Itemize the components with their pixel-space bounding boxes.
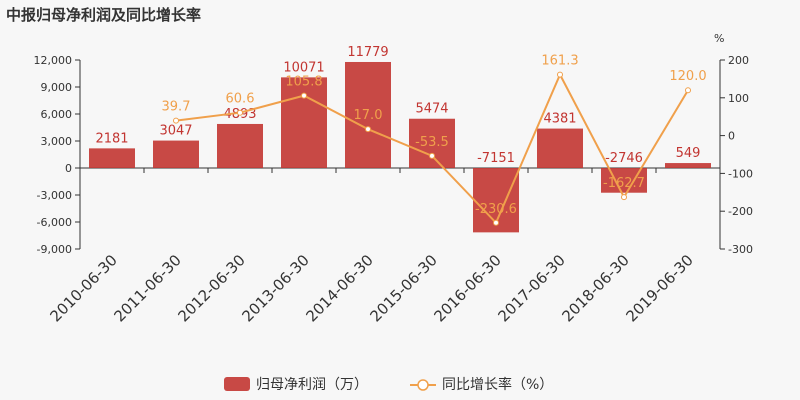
growth-point bbox=[301, 92, 307, 99]
bar bbox=[153, 140, 199, 168]
legend-line-marker bbox=[417, 379, 429, 391]
x-tick-label: 2016-06-30 bbox=[430, 251, 504, 325]
growth-point bbox=[173, 117, 179, 124]
x-tick-label: 2012-06-30 bbox=[174, 251, 248, 325]
bar-label: -2746 bbox=[605, 151, 643, 166]
growth-label: -53.5 bbox=[415, 135, 449, 150]
growth-label: -162.7 bbox=[603, 176, 645, 191]
growth-label: -230.6 bbox=[475, 202, 517, 217]
growth-label: 17.0 bbox=[354, 108, 383, 123]
legend-bar-label: 归母净利润（万） bbox=[256, 376, 368, 393]
bar-label: 2181 bbox=[95, 131, 128, 146]
growth-point bbox=[621, 194, 627, 201]
bar-label: 4381 bbox=[543, 112, 576, 127]
y-left-tick-label: 12,000 bbox=[34, 54, 73, 67]
bar-label: -7151 bbox=[477, 151, 515, 166]
growth-point bbox=[557, 71, 563, 78]
y-left-tick-label: 9,000 bbox=[41, 81, 73, 94]
y-right-tick-label: 100 bbox=[728, 92, 749, 105]
growth-label: 39.7 bbox=[162, 100, 191, 115]
y-right-tick-label: -300 bbox=[728, 243, 753, 256]
bar-label: 11779 bbox=[347, 45, 388, 60]
growth-point bbox=[237, 109, 243, 116]
x-tick-label: 2019-06-30 bbox=[622, 251, 696, 325]
y-left-tick-label: -6,000 bbox=[37, 216, 72, 229]
legend-line-label: 同比增长率（%） bbox=[442, 376, 553, 393]
growth-label: 120.0 bbox=[669, 69, 706, 84]
bar bbox=[217, 123, 263, 168]
bar-label: 549 bbox=[676, 146, 701, 161]
bar bbox=[281, 77, 327, 168]
chart-title: 中报归母净利润及同比增长率 bbox=[6, 6, 202, 24]
x-tick-label: 2015-06-30 bbox=[366, 251, 440, 325]
growth-point bbox=[685, 87, 691, 94]
bar bbox=[537, 128, 583, 168]
x-tick-label: 2018-06-30 bbox=[558, 251, 632, 325]
growth-point bbox=[493, 219, 499, 226]
y-right-tick-label: -100 bbox=[728, 167, 753, 180]
bar-label: 5474 bbox=[415, 102, 448, 117]
growth-label: 105.8 bbox=[285, 75, 322, 90]
y-right-unit: % bbox=[714, 32, 724, 45]
bar bbox=[89, 148, 135, 168]
y-right-tick-label: 200 bbox=[728, 54, 749, 67]
y-left-tick-label: -3,000 bbox=[37, 189, 72, 202]
growth-point bbox=[429, 152, 435, 159]
bar-label: 3047 bbox=[159, 124, 192, 139]
bar bbox=[345, 61, 391, 168]
bar bbox=[665, 163, 711, 168]
x-tick-label: 2011-06-30 bbox=[110, 251, 184, 325]
growth-point bbox=[365, 126, 371, 133]
y-right-tick-label: 0 bbox=[728, 130, 735, 143]
growth-label: 60.6 bbox=[226, 92, 255, 107]
x-tick-label: 2010-06-30 bbox=[46, 251, 120, 325]
y-left-tick-label: -9,000 bbox=[37, 243, 72, 256]
bar bbox=[409, 118, 455, 168]
y-left-tick-label: 6,000 bbox=[41, 108, 73, 121]
legend-bar-swatch bbox=[224, 377, 250, 391]
y-left-tick-label: 0 bbox=[65, 162, 72, 175]
growth-label: 161.3 bbox=[541, 54, 578, 69]
x-tick-label: 2013-06-30 bbox=[238, 251, 312, 325]
x-tick-label: 2017-06-30 bbox=[494, 251, 568, 325]
x-tick-label: 2014-06-30 bbox=[302, 251, 376, 325]
y-left-tick-label: 3,000 bbox=[41, 135, 73, 148]
y-right-tick-label: -200 bbox=[728, 205, 753, 218]
bar-label: 10071 bbox=[283, 60, 324, 75]
